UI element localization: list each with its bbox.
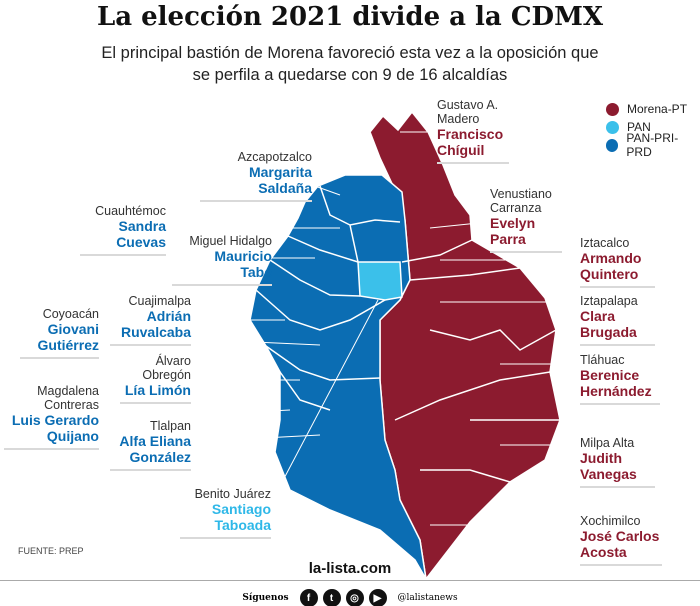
- label-tlahuac: Tláhuac Berenice Hernández: [580, 353, 660, 405]
- label-miguel-hidalgo: Miguel Hidalgo Mauricio Tabe: [172, 234, 272, 286]
- label-benito-juarez: Benito Juárez Santiago Taboada: [180, 487, 271, 539]
- source-note: FUENTE: PREP: [18, 546, 84, 556]
- label-cuauhtemoc: Cuauhtémoc Sandra Cuevas: [80, 204, 166, 256]
- label-coyoacan: Coyoacán Giovani Gutiérrez: [20, 307, 99, 359]
- region-pan: [357, 261, 403, 301]
- label-xochimilco: Xochimilco José Carlos Acosta: [580, 514, 662, 566]
- label-iztacalco: Iztacalco Armando Quintero: [580, 236, 655, 288]
- borders: [255, 185, 560, 483]
- facebook-icon[interactable]: f: [299, 589, 318, 606]
- label-magdalena-contreras: Magdalena Contreras Luis Gerardo Quijano: [4, 384, 99, 450]
- twitter-icon[interactable]: t: [322, 589, 341, 606]
- site-url[interactable]: la-lista.com: [308, 560, 392, 577]
- legend-item: PAN: [606, 118, 700, 136]
- legend-item: PAN-PRI-PRD: [606, 131, 700, 159]
- leader-lines: [99, 131, 578, 526]
- youtube-icon[interactable]: ▶: [368, 589, 387, 606]
- label-azcapotzalco: Azcapotzalco Margarita Saldaña: [200, 150, 312, 202]
- legend: Morena-PT PAN PAN-PRI-PRD: [606, 100, 700, 159]
- page-title: La elección 2021 divide a la CDMX: [96, 2, 604, 32]
- legend-item: Morena-PT: [606, 100, 700, 118]
- social-footer: Síguenos f t ◎ ▶ @lalistanews: [0, 589, 700, 606]
- label-gam: Gustavo A. Madero Francisco Chíguil: [437, 98, 509, 164]
- label-tlalpan: Tlalpan Alfa Eliana González: [110, 419, 191, 471]
- label-cuajimalpa: Cuajimalpa Adrián Ruvalcaba: [110, 294, 191, 346]
- label-alvaro-obregon: Álvaro Obregón Lía Limón: [120, 354, 191, 404]
- follow-label: Síguenos: [242, 593, 289, 603]
- label-iztapalapa: Iztapalapa Clara Brugada: [580, 294, 655, 346]
- label-venustiano-carranza: Venustiano Carranza Evelyn Parra: [490, 187, 562, 253]
- subtitle: El principal bastión de Morena favoreció…: [101, 44, 599, 84]
- divider: [0, 580, 700, 581]
- social-handle[interactable]: @lalistanews: [397, 593, 458, 603]
- instagram-icon[interactable]: ◎: [345, 589, 364, 606]
- label-milpa-alta: Milpa Alta Judith Vanegas: [580, 436, 655, 488]
